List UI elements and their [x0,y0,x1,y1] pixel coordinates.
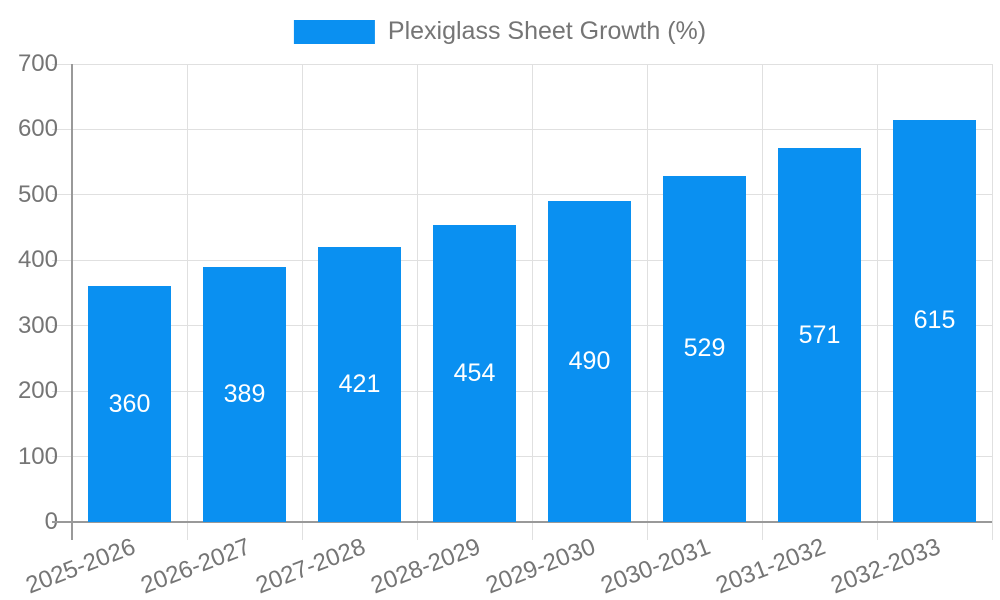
x-axis-tick-label: 2028-2029 [366,533,484,600]
x-gridline [186,64,188,540]
x-gridline [761,64,763,540]
y-gridline [52,456,992,458]
bar[interactable]: 421 [318,246,401,522]
x-axis-tick-label: 2031-2032 [711,533,829,600]
bar-value-label: 454 [453,358,496,387]
y-axis-tick-label: 700 [17,50,58,77]
bar-value-label: 421 [338,369,381,398]
bar[interactable]: 615 [893,119,976,522]
bar-value-label: 490 [568,347,611,376]
y-axis [71,64,73,540]
x-axis [52,521,992,523]
x-gridline [991,64,993,540]
bar-value-label: 389 [223,380,266,409]
bar[interactable]: 571 [778,148,861,522]
x-gridline [301,64,303,540]
y-axis-tick-label: 500 [17,180,58,208]
bar[interactable]: 529 [663,175,746,522]
bar-value-label: 360 [108,389,151,418]
x-axis-tick-label: 2029-2030 [481,533,599,600]
x-axis-tick-label: 2027-2028 [251,533,369,600]
x-gridline [876,64,878,540]
y-gridline [52,390,992,392]
bar-value-label: 529 [683,334,726,363]
y-axis-tick-label: 600 [17,115,58,143]
x-gridline [646,64,648,540]
y-axis-tick-label: 100 [17,442,58,470]
bar[interactable]: 490 [548,201,631,522]
bar[interactable]: 389 [203,267,286,522]
y-axis-tick-label: 200 [17,377,58,405]
y-axis-tick-label: 300 [17,311,58,339]
bar-value-label: 571 [798,320,841,349]
x-axis-tick-label: 2030-2031 [596,533,714,600]
legend-swatch [293,19,375,44]
x-axis-tick-label: 2026-2027 [136,533,254,600]
y-gridline [52,63,992,65]
bar[interactable]: 454 [433,224,516,522]
x-axis-tick-label: 2025-2026 [21,533,139,600]
y-gridline [52,194,992,196]
y-axis-tick-label: 0 [44,508,58,535]
y-axis-tick-label: 400 [17,246,58,274]
legend-label: Plexiglass Sheet Growth (%) [387,17,707,45]
bar[interactable]: 360 [88,286,171,522]
x-axis-tick-label: 2032-2033 [826,533,944,600]
x-gridline [531,64,533,540]
y-gridline [52,128,992,130]
bar-value-label: 615 [913,306,956,335]
y-gridline [52,259,992,261]
chart-legend[interactable]: Plexiglass Sheet Growth (%) [293,17,707,46]
x-gridline [416,64,418,540]
y-gridline [52,325,992,327]
